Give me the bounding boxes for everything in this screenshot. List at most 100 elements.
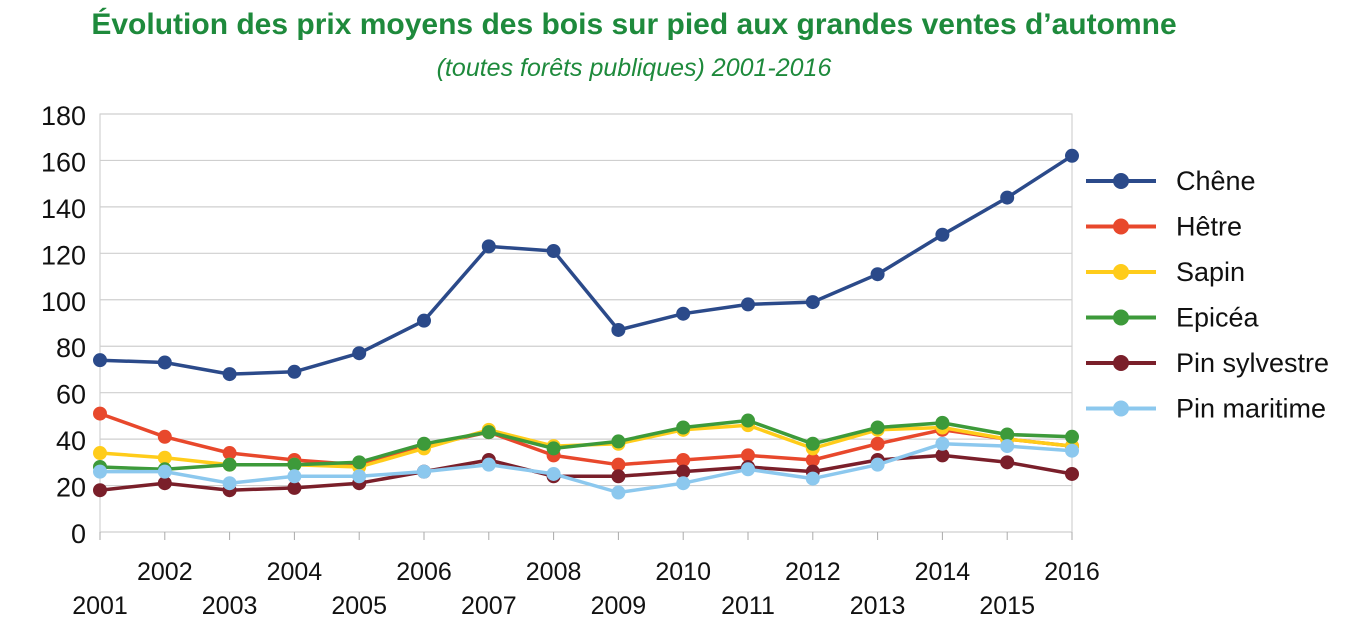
data-point	[1000, 190, 1015, 205]
legend-marker	[1113, 355, 1129, 371]
data-point	[676, 464, 691, 479]
legend-item: Chêne	[1086, 166, 1256, 196]
data-point	[417, 464, 431, 479]
data-point	[741, 462, 755, 477]
y-tick-label: 140	[41, 194, 86, 224]
data-point	[870, 457, 885, 472]
data-point	[676, 306, 691, 321]
x-tick-label: 2001	[72, 592, 128, 620]
data-point	[157, 464, 172, 479]
data-point	[93, 406, 107, 421]
y-tick-label: 20	[56, 473, 86, 503]
data-point	[1065, 466, 1079, 481]
series-epicea	[93, 413, 1079, 477]
data-point	[741, 413, 755, 428]
data-point	[935, 436, 950, 451]
data-point	[157, 429, 172, 444]
data-point	[481, 457, 496, 472]
legend-marker	[1113, 264, 1129, 280]
data-point	[1065, 443, 1079, 458]
legend-marker	[1113, 218, 1129, 235]
chart-title: Évolution des prix moyens des bois sur p…	[91, 7, 1176, 41]
data-point	[611, 434, 626, 449]
data-point	[222, 367, 237, 382]
series-chene	[93, 148, 1079, 382]
y-tick-label: 160	[41, 147, 86, 177]
data-point	[352, 469, 367, 484]
legend-item: Pin maritime	[1086, 394, 1326, 424]
series-line	[99, 411, 1073, 467]
legend-label: Pin maritime	[1176, 394, 1326, 424]
x-tick-label: 2003	[202, 592, 258, 620]
legend-item: Epicéa	[1086, 303, 1260, 333]
data-point	[157, 450, 172, 465]
data-point	[222, 446, 237, 461]
series-line	[99, 453, 1073, 492]
x-tick-label: 2005	[331, 592, 387, 620]
data-point	[741, 297, 755, 312]
plot-area: 0 20 40 60 80 100 120 140 160 180 2001 2002 2003 2004…	[41, 101, 1100, 620]
data-point	[870, 436, 885, 451]
series-line	[100, 442, 1073, 495]
data-point	[1065, 429, 1079, 444]
data-point	[93, 353, 107, 368]
data-point	[352, 455, 367, 470]
legend-label: Sapin	[1176, 257, 1245, 287]
data-point	[611, 469, 626, 484]
legend-label: Chêne	[1176, 166, 1256, 196]
data-point	[546, 441, 561, 456]
data-point	[546, 466, 561, 481]
legend-item: Sapin	[1086, 257, 1245, 287]
data-point	[546, 244, 561, 259]
y-tick-label: 40	[56, 426, 86, 456]
x-tick-label: 2006	[396, 558, 452, 586]
y-tick-label: 180	[41, 101, 86, 131]
data-point	[157, 355, 172, 370]
x-tick-label: 2010	[655, 558, 711, 586]
legend-marker	[1113, 400, 1129, 417]
data-point	[287, 457, 302, 472]
data-point	[157, 476, 172, 491]
data-point	[805, 436, 820, 451]
data-point	[1000, 455, 1015, 470]
data-point	[287, 469, 302, 484]
data-point	[222, 476, 237, 491]
series-line	[99, 154, 1073, 376]
legend-item: Pin sylvestre	[1086, 348, 1329, 378]
data-point	[1000, 439, 1015, 454]
y-tick-label: 100	[41, 287, 86, 317]
data-point	[417, 313, 431, 328]
x-tick-label: 2013	[850, 592, 906, 620]
data-point	[417, 436, 431, 451]
data-point	[935, 448, 950, 463]
data-point	[93, 446, 107, 461]
data-point	[676, 476, 691, 491]
data-point	[805, 471, 820, 486]
legend-marker	[1113, 309, 1129, 326]
data-point	[93, 483, 107, 498]
data-point	[805, 295, 820, 310]
x-tick-label: 2015	[979, 592, 1035, 620]
legend-marker	[1113, 173, 1129, 189]
data-point	[287, 364, 302, 379]
legend-item: Hêtre	[1086, 212, 1242, 242]
x-tick-label: 2008	[526, 558, 582, 586]
y-tick-label: 80	[56, 333, 86, 363]
data-point	[481, 239, 496, 254]
data-point	[741, 448, 755, 463]
y-tick-label: 120	[41, 240, 86, 270]
data-point	[870, 420, 885, 435]
data-point	[805, 453, 820, 468]
data-point	[611, 457, 626, 472]
series-pin-maritime	[93, 436, 1079, 500]
legend: Chêne Hêtre Sapin Epicéa Pin sylvestre Pin ma…	[1086, 166, 1329, 424]
series-pin-sylvestre	[93, 448, 1079, 498]
data-point	[481, 425, 496, 440]
chart-subtitle: (toutes forêts publiques) 2001-2016	[437, 54, 832, 82]
x-tick-label: 2011	[721, 592, 775, 620]
data-point	[935, 227, 950, 242]
data-point	[611, 322, 626, 337]
data-point	[222, 457, 237, 472]
y-tick-label: 60	[56, 380, 86, 410]
